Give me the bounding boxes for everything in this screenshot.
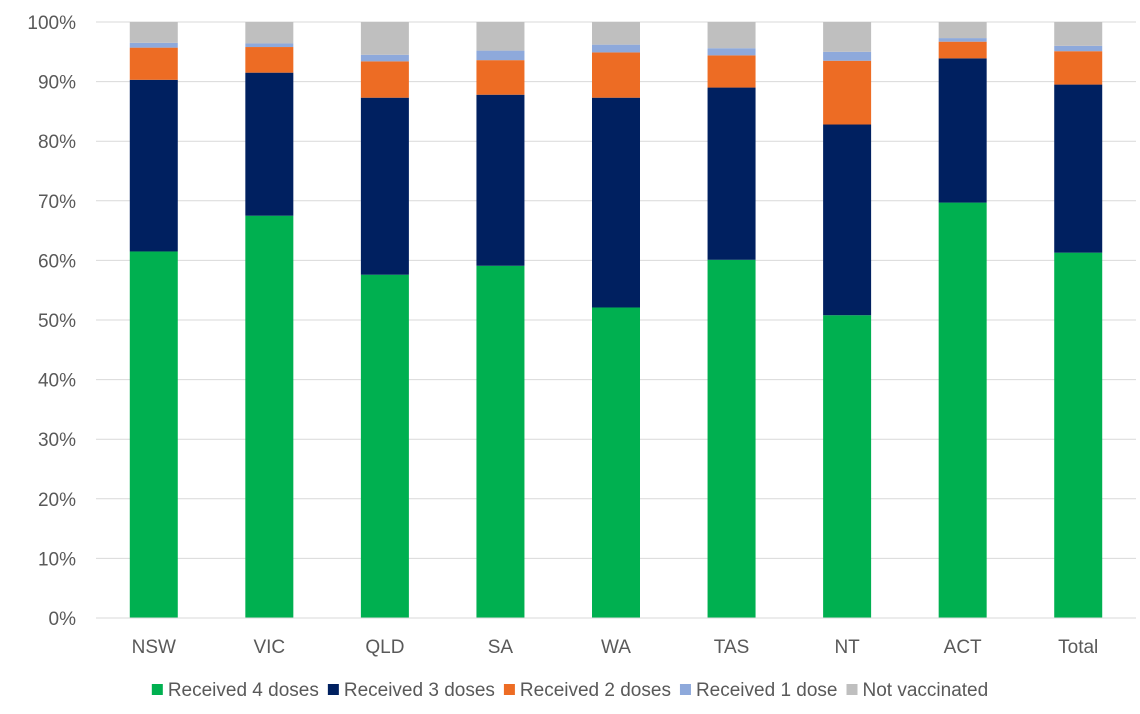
bar-segment-act-series-3 [938, 41, 987, 59]
x-tick-label: VIC [253, 637, 285, 658]
x-tick-label: QLD [365, 637, 404, 658]
bar-segment-nt-series-1 [823, 315, 872, 618]
bar-segment-act-series-5 [938, 22, 987, 39]
legend-swatch [846, 684, 858, 695]
legend-swatch [679, 684, 691, 695]
x-tick-label: NSW [132, 637, 176, 658]
y-tick-label: 100% [27, 13, 76, 34]
y-tick-label: 0% [49, 609, 77, 630]
x-tick-label: TAS [714, 637, 750, 658]
bars [129, 22, 1103, 619]
bar-segment-sa-series-5 [476, 22, 525, 51]
legend-label: Received 4 doses [168, 680, 319, 701]
bar-segment-nt-series-5 [823, 22, 872, 52]
legend-label: Received 2 doses [520, 680, 671, 701]
bar-segment-vic-series-1 [245, 215, 294, 618]
y-tick-label: 60% [38, 251, 76, 272]
y-axis-tick-labels: 0% 10% 20% 30% 40% 50% 60% 70% 80% 90% 100% [27, 13, 76, 630]
bar-segment-act-series-2 [938, 58, 987, 203]
bar-segment-vic-series-4 [245, 43, 294, 48]
bar-segment-nsw-series-4 [129, 42, 178, 48]
y-tick-label: 20% [38, 490, 76, 511]
bar-segment-wa-series-4 [592, 44, 640, 53]
x-tick-label: WA [601, 637, 631, 658]
bar-segment-qld-series-5 [360, 22, 409, 55]
legend-label: Received 1 dose [696, 680, 838, 701]
bar-segment-total-series-2 [1054, 84, 1103, 253]
bar-segment-nsw-series-1 [129, 251, 178, 618]
x-tick-label: SA [488, 637, 514, 658]
y-tick-label: 40% [38, 371, 76, 392]
bar-segment-qld-series-4 [360, 54, 409, 62]
bar-segment-tas-series-1 [707, 259, 756, 618]
x-tick-label: NT [834, 637, 860, 658]
bar-segment-wa-series-3 [592, 52, 640, 98]
bar-segment-sa-series-3 [476, 60, 525, 95]
bar-segment-total-series-1 [1054, 252, 1103, 619]
x-axis-tick-labels: NSW VIC QLD SA WA TAS NT ACT Total [132, 637, 1099, 658]
y-tick-label: 30% [38, 430, 76, 451]
x-tick-label: Total [1058, 637, 1098, 658]
bar-segment-sa-series-1 [476, 265, 525, 618]
bar-segment-wa-series-1 [592, 307, 640, 618]
bar-segment-nsw-series-2 [129, 79, 178, 252]
bar-segment-qld-series-1 [360, 274, 409, 618]
bar-segment-act-series-4 [938, 38, 987, 42]
legend-swatch [503, 684, 515, 695]
bar-segment-tas-series-3 [707, 55, 756, 88]
x-tick-label: ACT [944, 637, 982, 658]
bar-segment-total-series-3 [1054, 51, 1103, 85]
bar-segment-vic-series-3 [245, 47, 294, 73]
y-tick-label: 70% [38, 192, 76, 213]
bar-segment-qld-series-2 [360, 97, 409, 275]
bar-segment-nt-series-2 [823, 124, 872, 316]
bar-segment-qld-series-3 [360, 61, 409, 98]
legend-label: Received 3 doses [344, 680, 495, 701]
y-tick-label: 50% [38, 311, 76, 332]
bar-segment-total-series-5 [1054, 22, 1103, 46]
bar-segment-vic-series-2 [245, 72, 294, 216]
bar-segment-tas-series-5 [707, 22, 756, 49]
bar-segment-tas-series-4 [707, 48, 756, 56]
bar-segment-nt-series-4 [823, 51, 872, 61]
y-tick-label: 90% [38, 73, 76, 94]
bar-segment-nt-series-3 [823, 60, 872, 125]
bar-segment-wa-series-5 [592, 22, 640, 45]
bar-segment-sa-series-2 [476, 94, 525, 266]
bar-segment-sa-series-4 [476, 50, 525, 61]
bar-segment-tas-series-2 [707, 87, 756, 260]
legend-label: Not vaccinated [863, 680, 989, 701]
y-tick-label: 10% [38, 549, 76, 570]
bar-segment-act-series-1 [938, 202, 987, 618]
legend-swatch [327, 684, 339, 695]
bar-segment-wa-series-2 [592, 97, 640, 308]
legend-swatch [151, 684, 163, 695]
bar-segment-nsw-series-3 [129, 47, 178, 80]
bar-segment-total-series-4 [1054, 45, 1103, 52]
bar-segment-nsw-series-5 [129, 22, 178, 43]
y-tick-label: 80% [38, 132, 76, 153]
legend: Received 4 doses Received 3 doses Received… [151, 680, 989, 701]
bar-segment-vic-series-5 [245, 22, 294, 44]
